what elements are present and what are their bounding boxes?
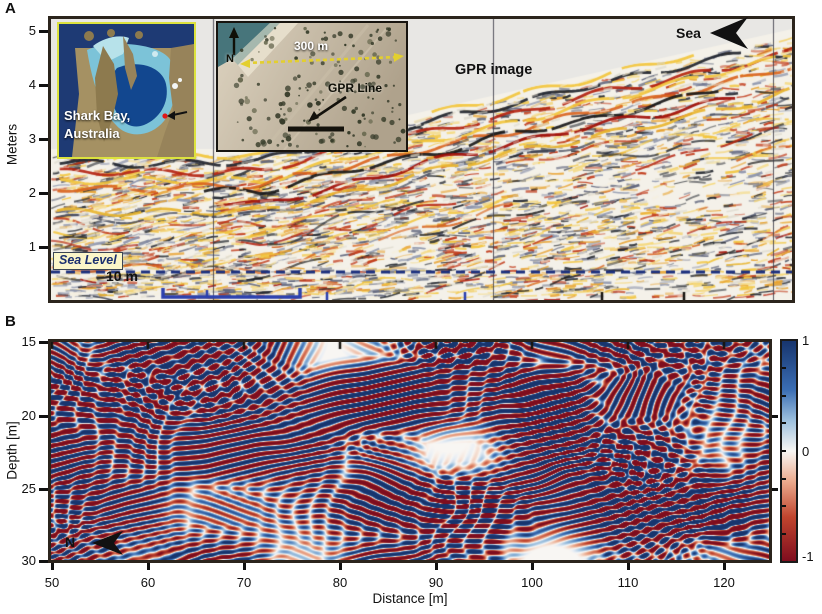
sea-label: Sea: [676, 25, 701, 41]
north-arrow-icon: [229, 27, 239, 38]
colorbar-minor-tick: [782, 367, 786, 369]
colorbar-tick-label: 0: [802, 444, 810, 459]
panel-b-xtick-mark: [147, 563, 150, 570]
aerial-gpr-line-label: GPR Line: [328, 81, 383, 95]
site-marker-dot: [162, 113, 168, 119]
panel-b-ytick-label: 25: [21, 481, 36, 496]
panel-a-ytick-label: 1: [28, 239, 36, 254]
scale-bar-300m-icon: [394, 53, 404, 62]
panel-b-ytick-mark: [39, 488, 48, 491]
panel-a-ytick-mark: [39, 138, 48, 141]
panel-a-plot: Shark Bay, Australia: [48, 16, 795, 303]
panel-b-xtick-mark: [723, 563, 726, 570]
map-inset-shark-bay: Shark Bay, Australia: [57, 22, 196, 159]
aerial-scale-label: 300 m: [294, 39, 329, 53]
panel-b-north-label: N: [65, 534, 76, 550]
panel-b-rtick-mark: [772, 415, 778, 418]
depth-section-image: [51, 342, 769, 560]
colorbar-minor-tick: [782, 395, 786, 397]
panel-b-ytick-mark: [39, 415, 48, 418]
panel-b-xtick-mark: [531, 563, 534, 570]
panel-b-ytick-mark: [39, 560, 48, 563]
panel-b-xtick-mark: [243, 563, 246, 570]
colorbar-minor-tick: [782, 533, 786, 535]
site-arrow-icon: [167, 111, 175, 120]
panel-b-xtick-label: 80: [332, 575, 348, 590]
colorbar-minor-tick: [782, 478, 786, 480]
panel-b-xtick-label: 110: [617, 575, 639, 590]
panel-b-label: B: [5, 313, 16, 330]
sea-level-label: Sea Level: [53, 252, 123, 270]
panel-b-xtick-label: 70: [236, 575, 252, 590]
panel-b-plot: N: [48, 339, 772, 563]
panel-a-ytick-label: 2: [28, 185, 36, 200]
panel-b-rtick-mark: [772, 488, 778, 491]
gpr-image-label: GPR image: [455, 62, 533, 78]
colorbar: [780, 339, 798, 563]
panel-b-north-arrow-icon: [92, 531, 123, 555]
colorbar-minor-tick: [782, 422, 786, 424]
panel-b-xtick-mark: [51, 563, 54, 570]
scale-10m-label: 10 m: [106, 268, 138, 284]
panel-a-ytick-mark: [39, 192, 48, 195]
panel-b-xtick-label: 90: [428, 575, 444, 590]
colorbar-tick-label: -1: [802, 549, 814, 564]
colorbar-tick-label: 1: [802, 333, 810, 348]
panel-b-xtick-label: 100: [521, 575, 543, 590]
panel-b-xtick-label: 60: [140, 575, 156, 590]
panel-b-xtick-mark: [435, 563, 438, 570]
panel-a-ytick-mark: [39, 246, 48, 249]
panel-a-ytick-mark: [39, 30, 48, 33]
panel-b-xtick-mark: [339, 563, 342, 570]
panel-b-xtick-mark: [627, 563, 630, 570]
aerial-north-label: N: [226, 53, 234, 65]
panel-a-ytick-label: 4: [28, 77, 36, 92]
panel-b-ytick-label: 30: [21, 553, 36, 568]
map-inset-title-line2: Australia: [64, 126, 120, 141]
colorbar-minor-tick: [782, 450, 786, 452]
panel-b-xtick-label: 120: [713, 575, 735, 590]
panel-b-xtick-label: 50: [44, 575, 60, 590]
shark-bay-map-graphic: [59, 24, 194, 157]
panel-b-ytick-label: 15: [21, 334, 36, 349]
map-inset-title-line1: Shark Bay,: [64, 108, 131, 123]
panel-a-label: A: [5, 0, 16, 17]
gpr-line-arrow-icon: [308, 111, 319, 122]
aerial-photo-graphic: [218, 23, 406, 150]
sea-arrow-icon: [710, 17, 748, 49]
colorbar-minor-tick: [782, 505, 786, 507]
panel-a-ytick-label: 5: [28, 23, 36, 38]
panel-a-ytick-mark: [39, 84, 48, 87]
panel-b-xlabel: Distance [m]: [372, 591, 448, 606]
panel-b-ytick-label: 20: [21, 408, 36, 423]
panel-b-ytick-mark: [39, 341, 48, 344]
aerial-photo-inset: N 300 m GPR Line: [216, 21, 408, 152]
panel-a-ytick-label: 3: [28, 131, 36, 146]
